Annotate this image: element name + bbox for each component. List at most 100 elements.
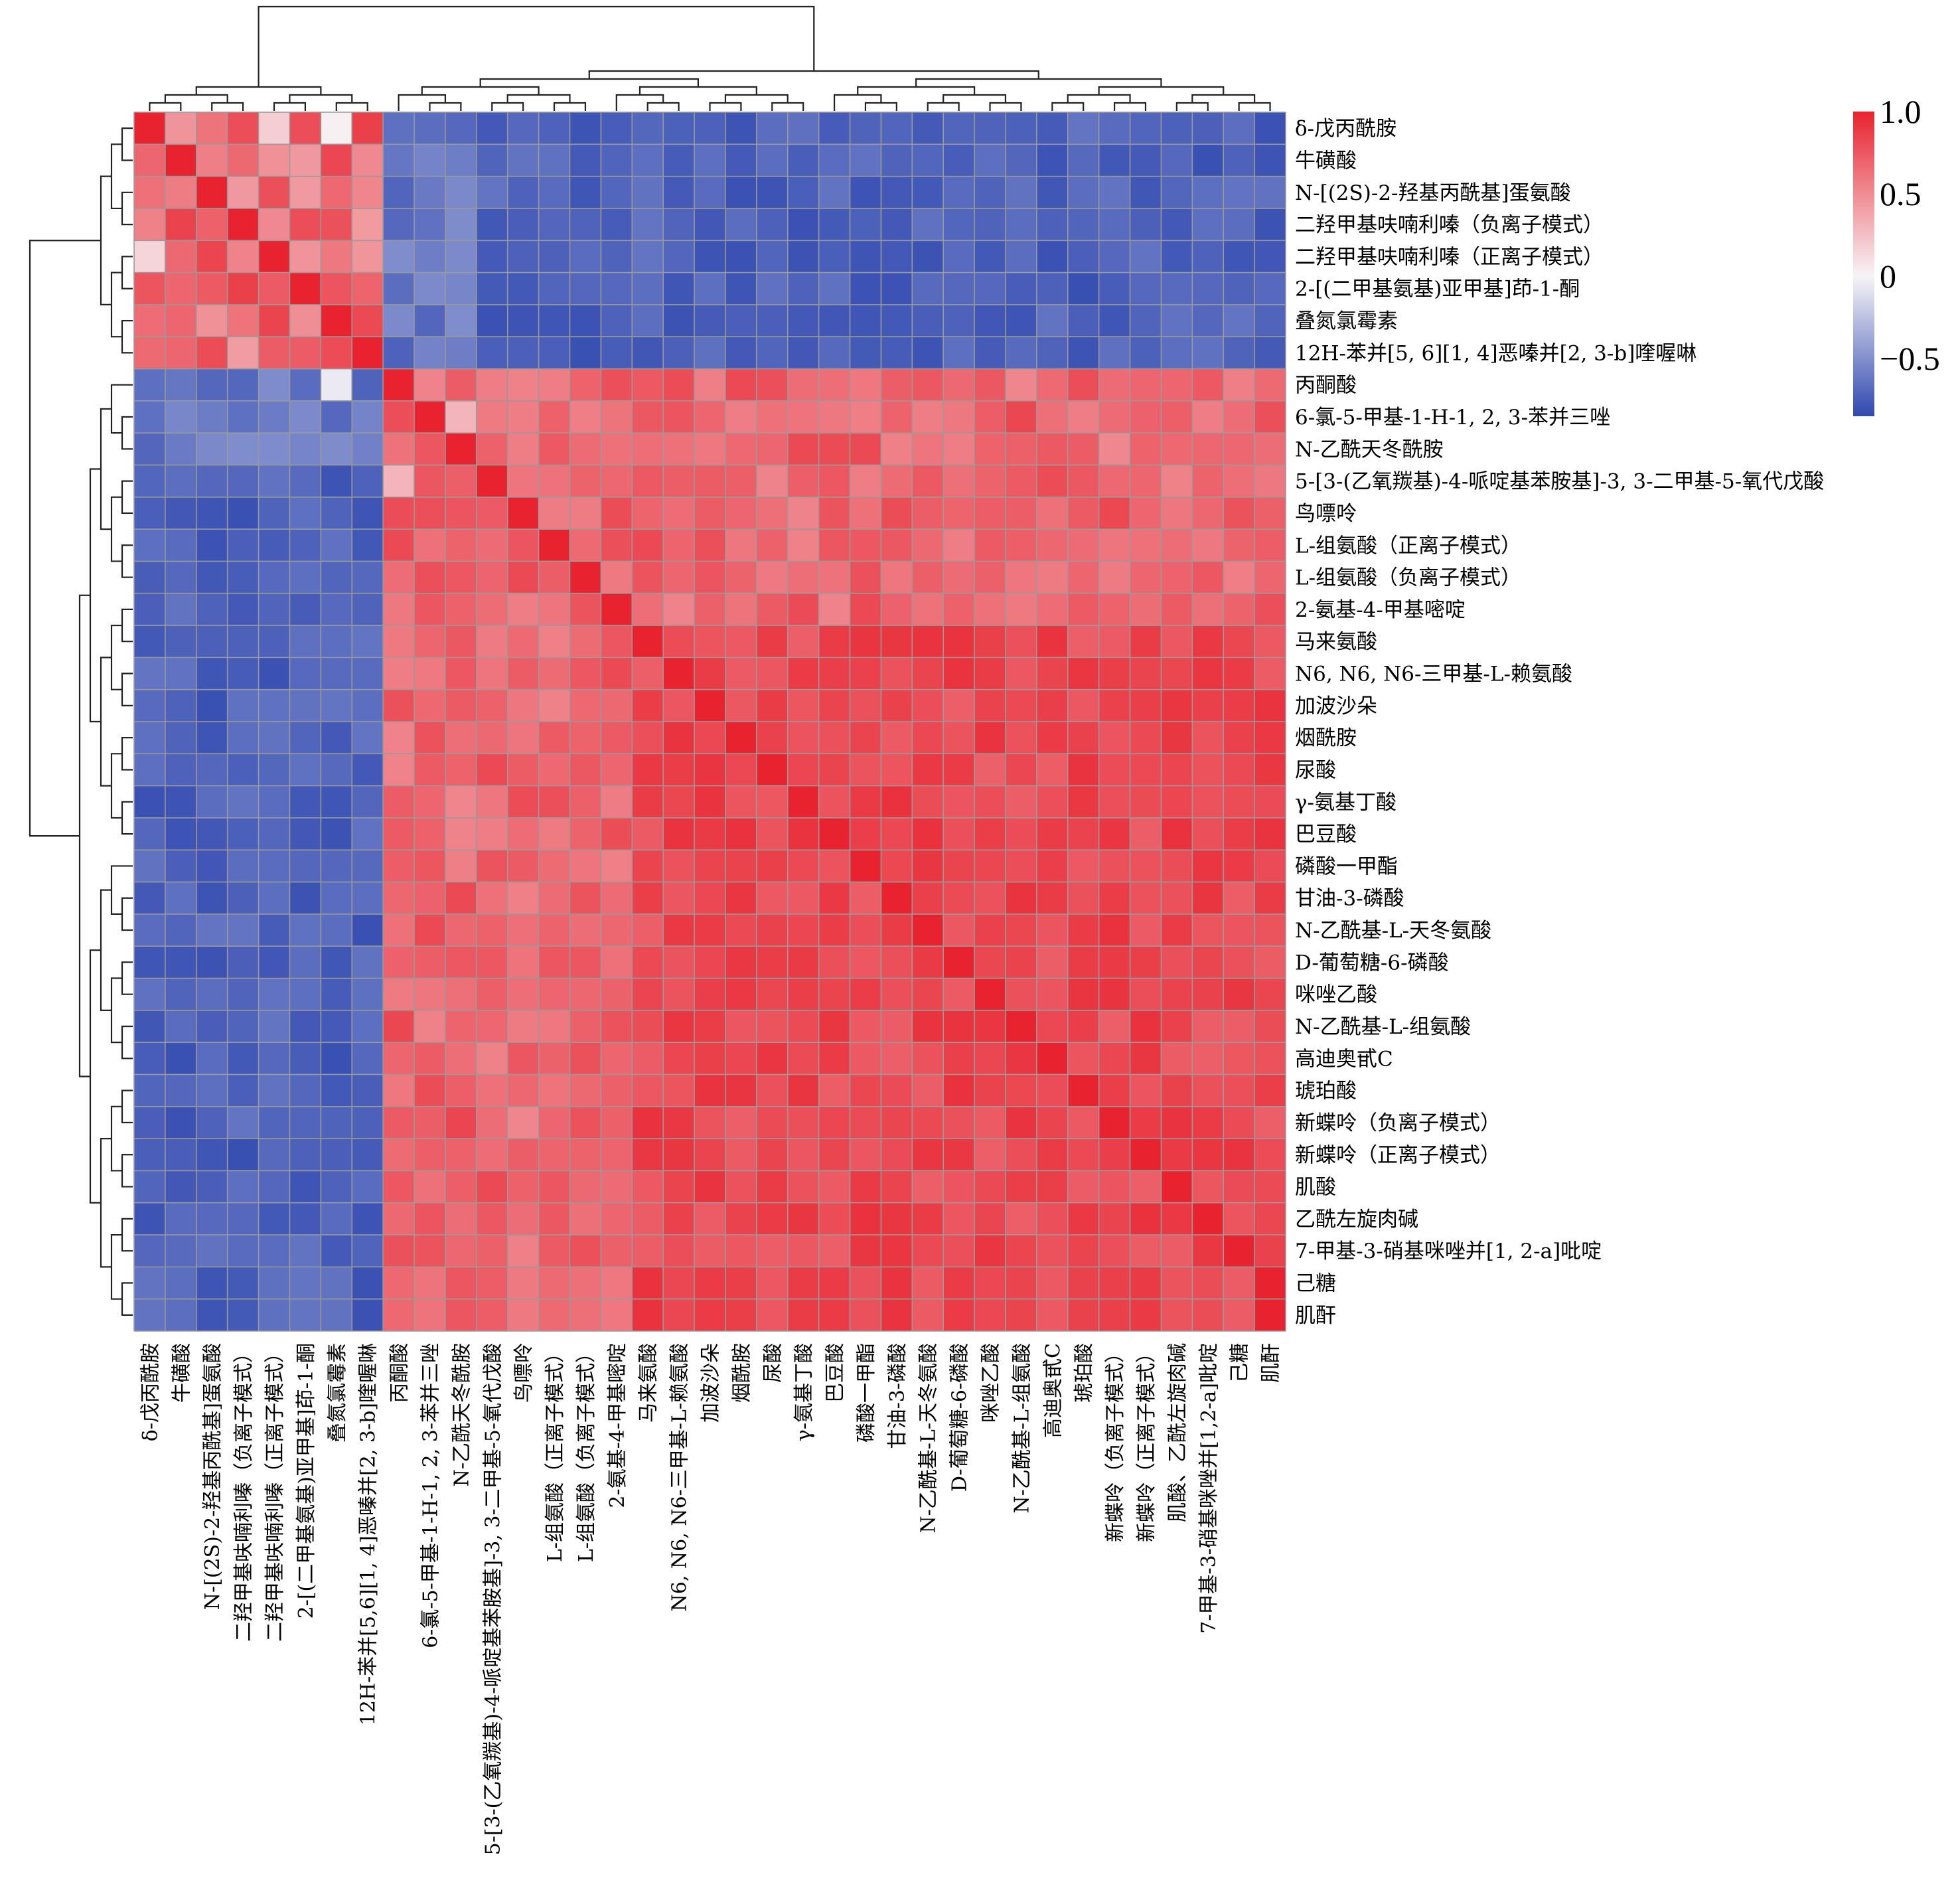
heatmap-cell — [507, 240, 540, 274]
heatmap-cell — [227, 272, 260, 305]
heatmap-cell — [943, 465, 975, 498]
heatmap-cell — [227, 689, 260, 722]
heatmap-cell — [196, 1074, 228, 1107]
heatmap-cell — [1067, 625, 1100, 658]
heatmap-cell — [912, 1074, 944, 1107]
heatmap-cell — [507, 1106, 540, 1139]
heatmap-cell — [258, 722, 290, 754]
heatmap-cell — [445, 1235, 477, 1267]
heatmap-cell — [258, 1267, 290, 1300]
heatmap-cell — [943, 1139, 975, 1171]
heatmap-cell — [352, 337, 384, 370]
heatmap-cell — [165, 913, 197, 947]
row-label: 乙酰左旋肉碱 — [1295, 1208, 1418, 1231]
heatmap-cell — [818, 817, 851, 850]
heatmap-cell — [1192, 240, 1224, 274]
heatmap-cell — [352, 1010, 384, 1043]
heatmap-cell — [912, 689, 944, 722]
heatmap-cell — [881, 208, 913, 241]
dendrogram-link — [709, 102, 742, 111]
heatmap-cell — [258, 1202, 290, 1235]
heatmap-cell — [912, 1106, 944, 1139]
heatmap-cell — [258, 337, 290, 370]
heatmap-cell — [134, 272, 166, 305]
heatmap-cell — [1005, 1106, 1037, 1139]
heatmap-cell — [1161, 1139, 1193, 1171]
heatmap-cell — [601, 433, 633, 465]
heatmap-cell — [663, 1010, 695, 1043]
heatmap-cell — [1223, 593, 1255, 626]
heatmap-cell — [943, 625, 975, 658]
heatmap-cell — [1067, 817, 1100, 850]
heatmap-cell — [881, 1299, 913, 1332]
heatmap-cell — [601, 722, 633, 754]
heatmap-cell — [569, 497, 601, 530]
heatmap-cell — [1098, 112, 1131, 145]
heatmap-cell — [632, 1106, 664, 1139]
heatmap-cell — [1098, 304, 1131, 337]
heatmap-cell — [1067, 1235, 1100, 1267]
heatmap-cell — [1223, 465, 1255, 498]
heatmap-cell — [352, 1042, 384, 1075]
column-label: N-乙酰天冬酰胺 — [450, 1343, 473, 1486]
heatmap-cell — [943, 1267, 975, 1300]
heatmap-cell — [289, 722, 321, 754]
heatmap-cell — [227, 112, 260, 145]
heatmap-cell — [850, 817, 881, 850]
heatmap-cell — [258, 657, 290, 690]
heatmap-cell — [507, 913, 540, 947]
heatmap-cell — [414, 176, 446, 209]
column-label: 尿酸 — [761, 1343, 785, 1383]
heatmap-cell — [974, 1139, 1006, 1171]
heatmap-cell — [881, 946, 913, 979]
heatmap-cell — [414, 1074, 446, 1107]
heatmap-cell — [632, 625, 664, 658]
heatmap-cell — [787, 593, 820, 626]
heatmap-cell — [289, 625, 321, 658]
heatmap-cell — [227, 1267, 260, 1300]
heatmap-cell — [818, 1010, 851, 1043]
heatmap-cell — [1192, 817, 1224, 850]
dendrogram-root — [29, 240, 101, 837]
heatmap-cell — [943, 240, 975, 274]
heatmap-cell — [725, 1267, 757, 1300]
heatmap-cell — [414, 1267, 446, 1300]
heatmap-cell — [850, 1074, 881, 1107]
heatmap-cell — [1161, 368, 1193, 402]
heatmap-cell — [507, 817, 540, 850]
heatmap-cell — [352, 176, 384, 209]
row-label: N-乙酰基-L-天冬氨酸 — [1295, 919, 1491, 943]
dendrogram-link — [289, 94, 353, 103]
heatmap-cell — [601, 753, 633, 787]
heatmap-cell — [881, 753, 913, 787]
heatmap-cell — [196, 1170, 228, 1204]
heatmap-cell — [1192, 913, 1224, 947]
heatmap-cell — [632, 1299, 664, 1332]
heatmap-cell — [383, 785, 415, 819]
heatmap-cell — [383, 657, 415, 690]
heatmap-cell — [1067, 1299, 1100, 1332]
heatmap-cell — [601, 625, 633, 658]
heatmap-cell — [1192, 850, 1224, 883]
heatmap-cell — [1161, 1010, 1193, 1043]
heatmap-cell — [383, 1106, 415, 1139]
heatmap-cell — [694, 1042, 726, 1075]
heatmap-cell — [1130, 1139, 1162, 1171]
heatmap-cell — [632, 785, 664, 819]
heatmap-cell — [881, 850, 913, 883]
column-label: 肌酐 — [1260, 1343, 1283, 1383]
dendrogram-link — [771, 102, 804, 111]
heatmap-cell — [912, 561, 944, 594]
heatmap-cell — [725, 240, 757, 274]
heatmap-cell — [974, 657, 1006, 690]
heatmap-cell — [196, 1010, 228, 1043]
heatmap-cell — [569, 657, 601, 690]
heatmap-cell — [445, 850, 477, 883]
heatmap-cell — [694, 817, 726, 850]
heatmap-cell — [632, 722, 664, 754]
heatmap-cell — [1192, 1299, 1224, 1332]
heatmap-cell — [414, 1010, 446, 1043]
column-label: 2-[(二甲基氨基)亚甲基]茚-1-酮 — [295, 1343, 318, 1619]
heatmap-cell — [538, 144, 570, 177]
heatmap-cell — [756, 112, 789, 145]
